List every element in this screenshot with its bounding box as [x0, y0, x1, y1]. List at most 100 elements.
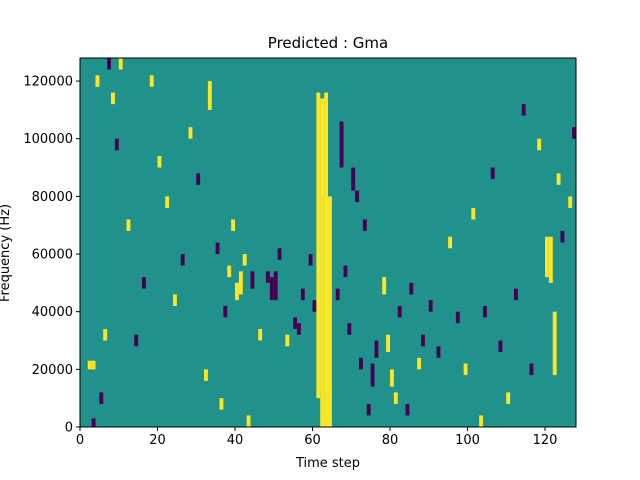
heatmap-cell — [552, 311, 557, 376]
heatmap-cell — [320, 98, 325, 428]
heatmap-cell — [335, 288, 340, 301]
x-tick-label: 0 — [76, 433, 84, 448]
x-tick-label: 40 — [227, 433, 244, 448]
heatmap-cell — [312, 300, 317, 312]
heatmap-cell — [382, 277, 387, 295]
heatmap-cell — [223, 305, 228, 318]
heatmap-cell — [537, 138, 542, 151]
heatmap-cell — [386, 334, 391, 353]
heatmap-cell — [351, 167, 356, 191]
heatmap-cell — [409, 282, 414, 295]
heatmap-cell — [471, 207, 476, 220]
heatmap-cell — [308, 254, 313, 266]
heatmap-cell — [448, 236, 453, 249]
heatmap-cell — [207, 81, 212, 110]
heatmap-cell — [405, 403, 410, 416]
heatmap-cell — [149, 75, 154, 87]
heatmap-cell — [343, 265, 348, 278]
heatmap-cell — [103, 328, 108, 341]
x-tick-label: 80 — [382, 433, 399, 448]
heatmap-cell — [297, 323, 301, 335]
heatmap-cell — [134, 334, 139, 347]
heatmap-cell — [545, 236, 549, 278]
heatmap-cell — [95, 75, 100, 87]
heatmap-cell — [277, 248, 282, 260]
heatmap-cell — [99, 392, 104, 404]
heatmap-cell — [173, 294, 177, 306]
heatmap-cell — [324, 92, 329, 427]
heatmap-cell — [397, 305, 402, 318]
heatmap-cell — [126, 219, 131, 231]
heatmap-cell — [490, 167, 495, 180]
heatmap-cell — [285, 334, 290, 347]
heatmap-cell — [355, 190, 360, 203]
heatmap-cell — [227, 265, 232, 278]
heatmap-cell — [180, 254, 185, 266]
heatmap-cell — [506, 392, 511, 404]
heatmap-cell — [498, 340, 503, 353]
heatmap-cell — [316, 92, 321, 399]
heatmap-cell — [87, 360, 92, 370]
x-tick-label: 60 — [304, 433, 321, 448]
heatmap-cell — [393, 392, 398, 404]
heatmap-cell — [215, 242, 220, 255]
heatmap-cell — [269, 277, 274, 301]
x-axis-label: Time step — [295, 456, 360, 471]
heatmap-cell — [142, 277, 146, 289]
y-tick-label: 120000 — [23, 75, 73, 90]
heatmap-cell — [238, 271, 243, 295]
heatmap-cell — [521, 104, 526, 116]
heatmap-cell — [560, 230, 565, 243]
y-tick-label: 20000 — [32, 363, 73, 378]
y-tick-label: 60000 — [32, 248, 73, 263]
y-tick-label: 40000 — [32, 305, 73, 320]
x-tick-label: 120 — [533, 433, 558, 448]
axes: 0 20 40 60 80 100 120 0 20000 40000 60000 80000 1000… — [23, 57, 577, 448]
heatmap-cell — [568, 196, 573, 208]
heatmap-cell — [204, 369, 208, 381]
heatmap-cell — [196, 173, 201, 185]
heatmap-cell — [235, 282, 239, 301]
heatmap-cell — [246, 415, 251, 427]
heatmap-cell — [273, 271, 278, 301]
heatmap-cell — [219, 398, 224, 410]
heatmap-plot-area — [80, 58, 577, 428]
heatmap-cell — [417, 357, 422, 370]
heatmap-cell — [111, 92, 115, 105]
heatmap-cell — [390, 369, 394, 387]
y-tick-label: 0 — [65, 421, 73, 436]
heatmap-cell — [157, 156, 162, 168]
plot-frame — [79, 57, 577, 428]
heatmap-cell — [231, 219, 236, 231]
heatmap-cell — [250, 271, 255, 289]
y-tick-label: 100000 — [23, 132, 73, 147]
heatmap-cell — [339, 121, 344, 168]
heatmap-cell — [428, 300, 433, 312]
x-tick-label: 20 — [149, 433, 166, 448]
heatmap-cell — [107, 58, 112, 70]
heatmap-cell — [421, 334, 425, 347]
heatmap-cell — [548, 236, 553, 283]
heatmap-cell — [266, 271, 270, 283]
heatmap-cell — [347, 323, 352, 335]
heatmap-cell — [436, 346, 441, 358]
y-tick-label: 80000 — [32, 190, 73, 205]
y-axis-label: Frequency (Hz) — [0, 204, 13, 302]
heatmap-cell — [118, 58, 123, 70]
heatmap-cell — [359, 357, 363, 370]
heatmap-cell — [529, 363, 534, 376]
heatmap-cell — [556, 173, 561, 185]
heatmap-cell — [300, 288, 305, 301]
heatmap-cell — [455, 311, 460, 324]
heatmap-cell — [188, 127, 193, 139]
x-tick-label: 100 — [455, 433, 480, 448]
heatmap-cell — [572, 127, 577, 139]
heatmap-cell — [258, 328, 263, 341]
chart-title: Predicted : Gma — [268, 34, 388, 52]
heatmap-cell — [483, 305, 487, 318]
heatmap-cell — [366, 403, 371, 416]
heatmap-cell — [165, 196, 170, 208]
heatmap-cell — [91, 360, 96, 370]
heatmap-cell — [370, 363, 375, 387]
